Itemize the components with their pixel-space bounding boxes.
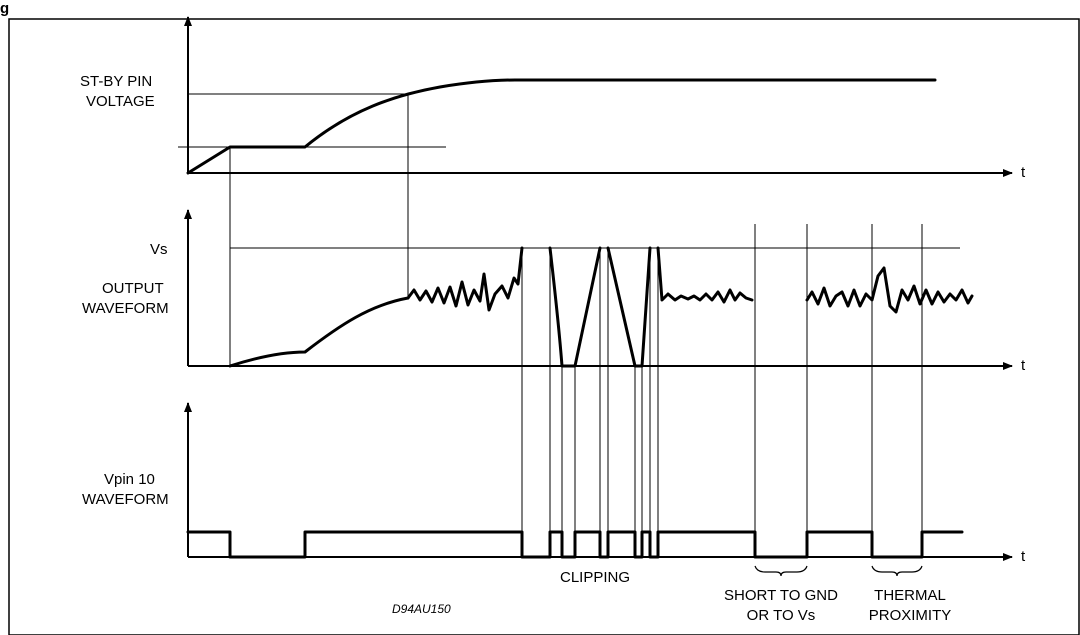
short-brace: [754, 565, 808, 577]
standby-voltage-curve: [186, 78, 937, 175]
short-label-line2: OR TO Vs: [746, 607, 816, 624]
output-waveform-rise: [228, 296, 410, 368]
vpin-waveform: [186, 530, 964, 559]
output-noise-3: [805, 266, 974, 314]
output-clip-1: [548, 246, 602, 368]
output-label-line1: OUTPUT: [102, 280, 164, 297]
output-noise-2: [656, 246, 754, 304]
short-label-line1: SHORT TO GND: [724, 587, 838, 604]
output-waveform-noise-1: [406, 246, 524, 312]
figure-frame: [8, 18, 1080, 635]
standby-label-line1: ST-BY PIN: [80, 73, 153, 90]
vs-label: Vs: [150, 241, 168, 258]
braces: [754, 565, 923, 577]
thermal-brace: [871, 565, 923, 577]
output-clip-2: [606, 246, 652, 368]
output-label-line2: WAVEFORM: [82, 300, 169, 317]
drawing-code: D94AU150: [392, 602, 451, 616]
vpin-label-line1: Vpin 10: [104, 471, 155, 488]
vpin-label-line2: WAVEFORM: [82, 491, 169, 508]
thermal-label-line2: PROXIMITY: [868, 607, 952, 624]
standby-label-line2: VOLTAGE: [86, 93, 155, 110]
thermal-label-line1: THERMAL: [874, 587, 946, 604]
t-axis-label-3: t: [1021, 548, 1026, 565]
reference-lines: [178, 93, 960, 557]
t-axis-label-2: t: [1021, 357, 1026, 374]
t-axis-label-1: t: [1021, 164, 1026, 181]
figure-title-fragment: g: [0, 0, 10, 17]
waveforms: [186, 78, 974, 559]
clipping-label: CLIPPING: [560, 569, 631, 586]
